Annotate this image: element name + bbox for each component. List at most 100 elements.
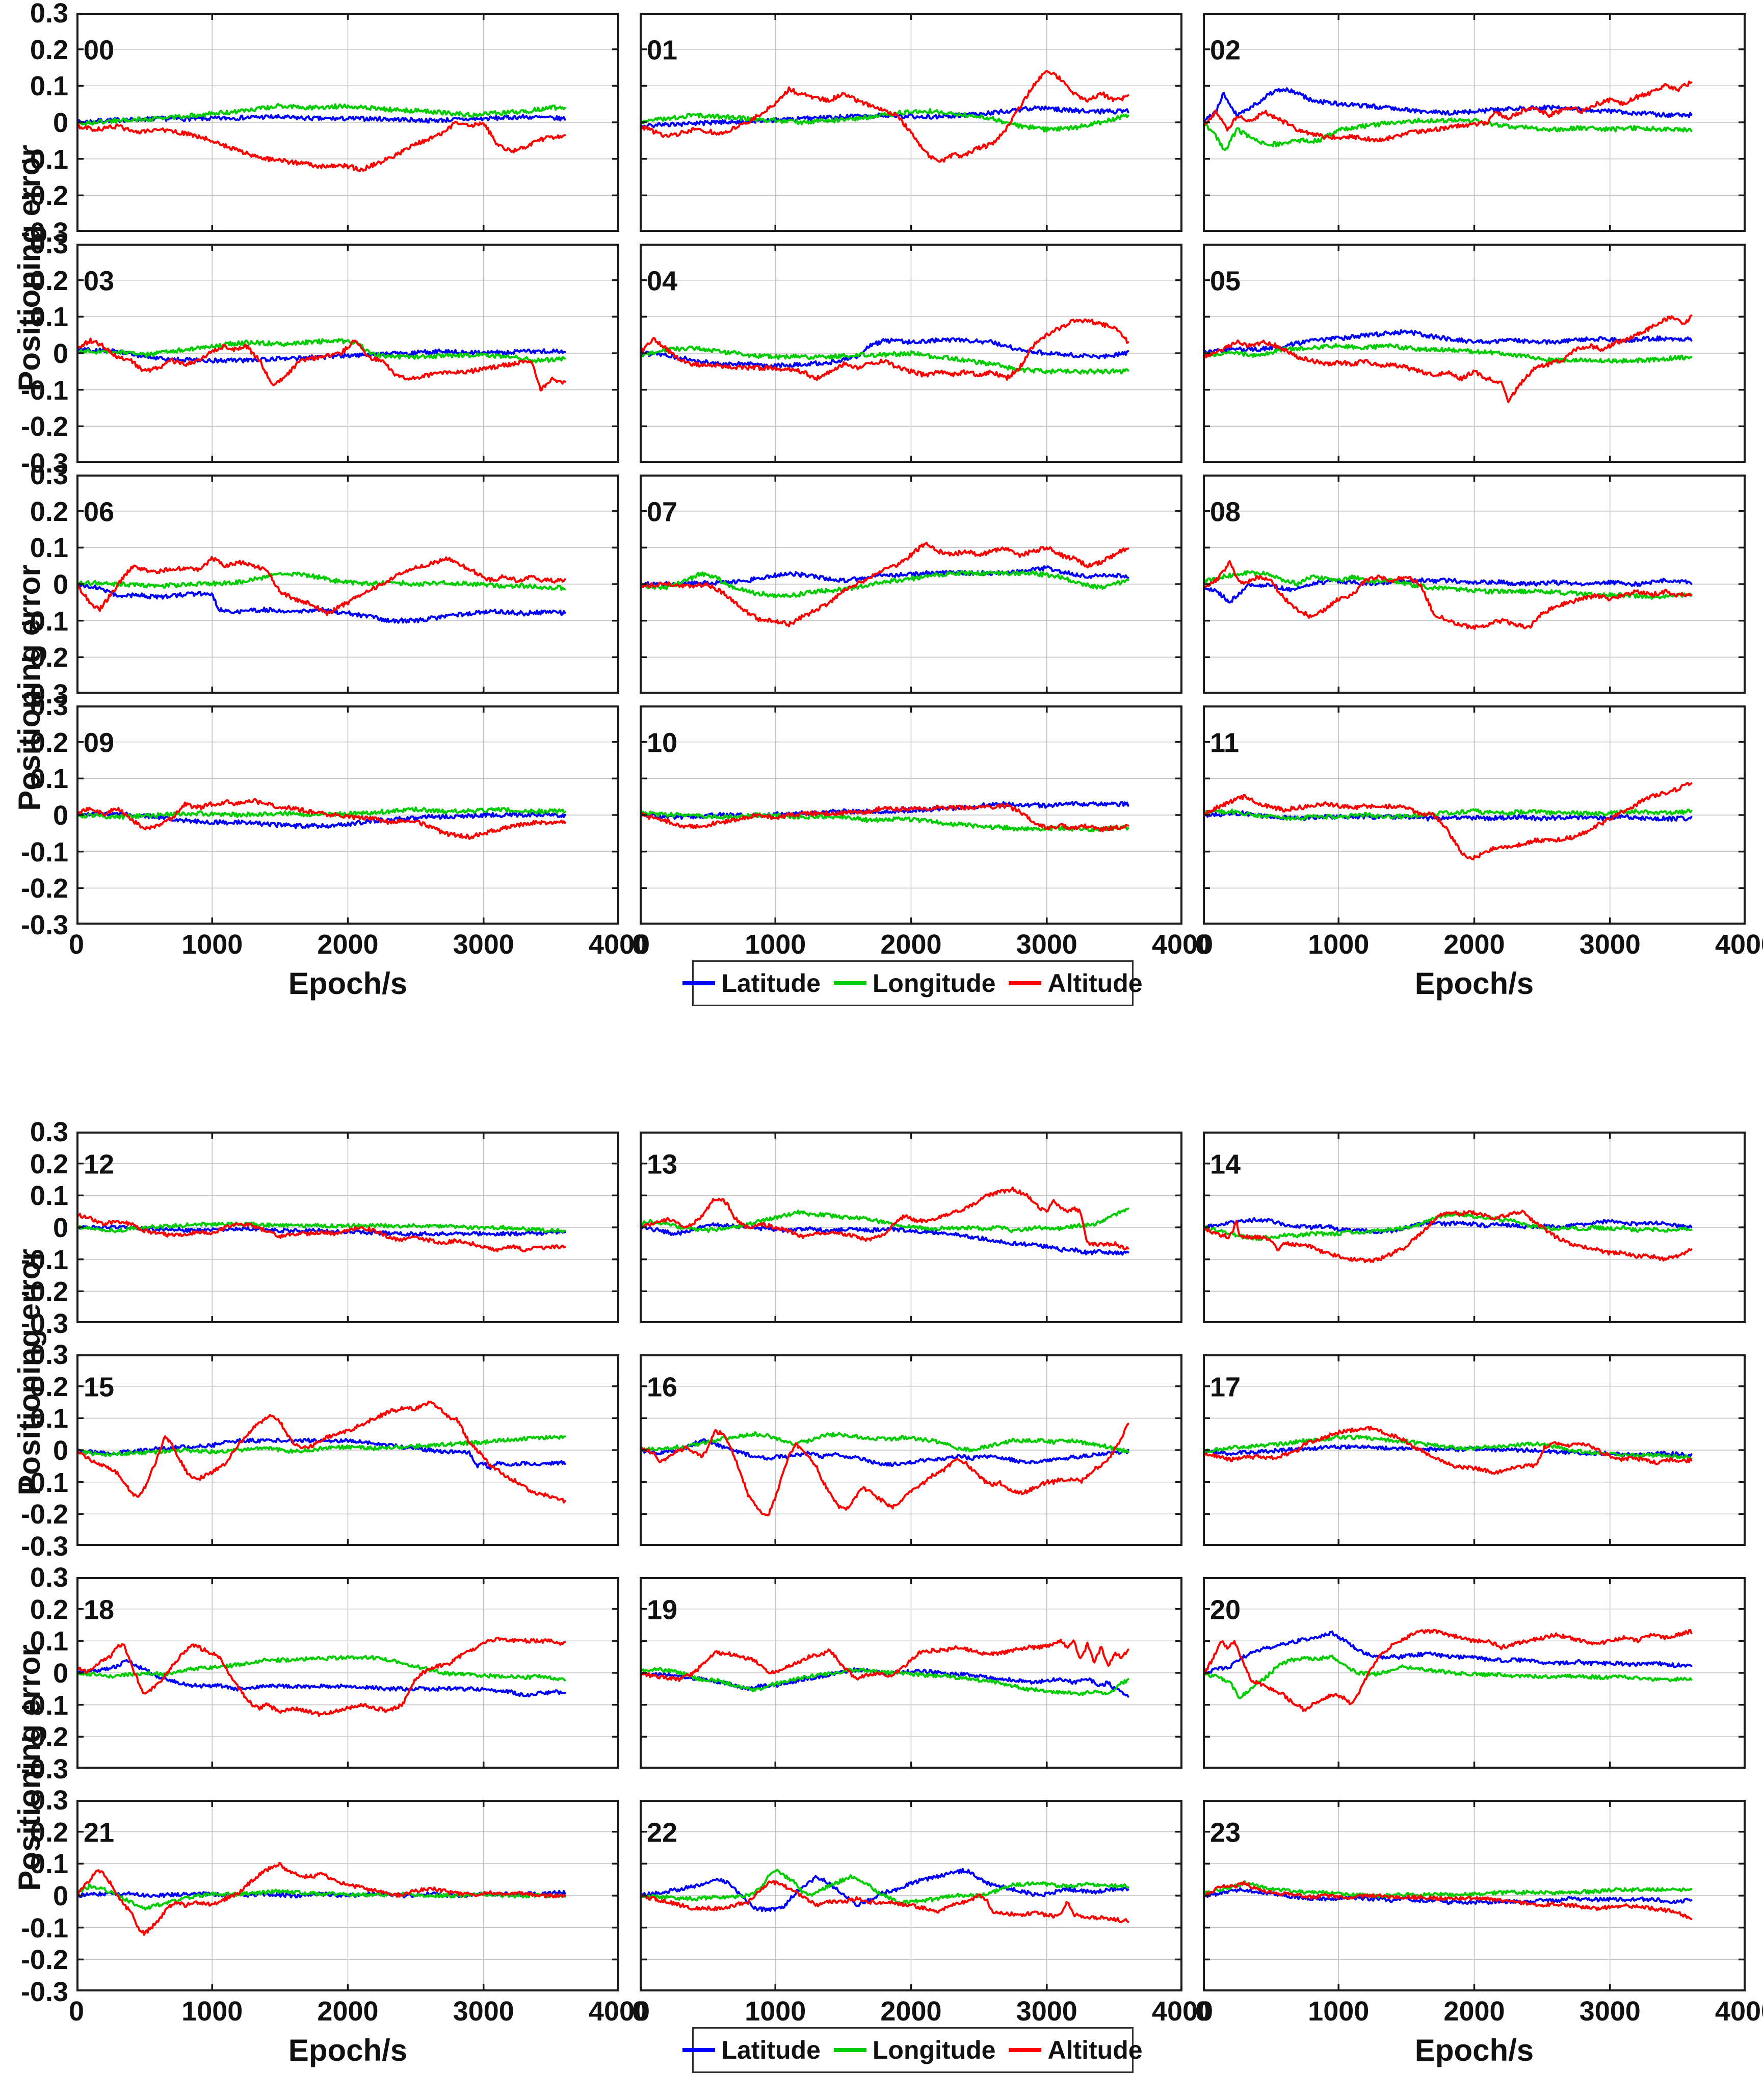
x-tick-label: 3000 bbox=[453, 1996, 514, 2027]
plot-area-19: 19 bbox=[640, 1577, 1182, 1769]
series-altitude-01 bbox=[640, 69, 1129, 163]
plot-area-23: 23 bbox=[1203, 1800, 1746, 1991]
plot-area-13: 13 bbox=[640, 1132, 1182, 1323]
y-tick-label: 0 bbox=[52, 800, 68, 831]
x-tick-label: 1000 bbox=[745, 1996, 806, 2027]
y-tick-label: -0.3 bbox=[20, 217, 68, 248]
plot-area-07: 07 bbox=[640, 475, 1182, 694]
subplot-11: 11 bbox=[1203, 705, 1746, 925]
plot-area-03: 03 bbox=[76, 244, 619, 463]
y-tick-label: -0.1 bbox=[20, 375, 68, 406]
legend-line-icon-longitude bbox=[833, 981, 866, 985]
series-longitude-12 bbox=[76, 1221, 566, 1233]
legend-item-latitude: Latitude bbox=[682, 2036, 821, 2064]
series-altitude-05 bbox=[1203, 314, 1693, 403]
series-longitude-17 bbox=[1203, 1434, 1693, 1460]
subplot-00: 00 bbox=[76, 13, 619, 232]
series-altitude-06 bbox=[76, 556, 566, 616]
legend-box-2: Latitude Longitude Altitude bbox=[682, 2027, 1143, 2073]
series-altitude-17 bbox=[1203, 1426, 1693, 1475]
subplot-19: 19 bbox=[640, 1577, 1182, 1769]
series-altitude-04 bbox=[640, 318, 1129, 381]
legend-label-longitude: Longitude bbox=[872, 969, 996, 998]
legend-label-latitude: Latitude bbox=[721, 2036, 821, 2064]
y-tick-label: 0.2 bbox=[30, 496, 68, 527]
y-tick-label: 0 bbox=[52, 1435, 68, 1466]
x-tick-label: 0 bbox=[1195, 929, 1211, 960]
y-axis-label: Positioning error bbox=[12, 145, 46, 391]
y-tick-label: 0.1 bbox=[30, 1403, 68, 1434]
plot-area-18: 18 bbox=[76, 1577, 619, 1769]
series-longitude-06 bbox=[76, 571, 566, 591]
y-tick-label: -0.2 bbox=[20, 180, 68, 212]
panel-label-02: 02 bbox=[1210, 35, 1241, 66]
series-latitude-14 bbox=[1203, 1217, 1693, 1235]
subplot-16: 16 bbox=[640, 1354, 1182, 1546]
series-latitude-08 bbox=[1203, 577, 1693, 604]
series-altitude-15 bbox=[76, 1400, 566, 1504]
series-altitude-16 bbox=[640, 1423, 1129, 1517]
subplot-05: 05 bbox=[1203, 244, 1746, 463]
y-tick-label: 0.3 bbox=[30, 229, 68, 259]
y-tick-label: -0.1 bbox=[20, 1467, 68, 1498]
panel-label-16: 16 bbox=[647, 1372, 677, 1403]
plot-area-21: 21 bbox=[76, 1800, 619, 1991]
y-tick-label: -0.2 bbox=[20, 1276, 68, 1307]
subplot-02: 02 bbox=[1203, 13, 1746, 232]
x-tick-label: 4000 bbox=[1715, 1996, 1763, 2027]
subplot-09: 09 bbox=[76, 705, 619, 925]
y-tick-label: 0.1 bbox=[30, 764, 68, 795]
panel-label-15: 15 bbox=[84, 1372, 114, 1403]
y-tick-label: 0.2 bbox=[30, 727, 68, 758]
y-tick-label: 0.1 bbox=[30, 71, 68, 102]
x-tick-label: 4000 bbox=[588, 1996, 650, 2027]
y-tick-label: 0 bbox=[52, 1658, 68, 1689]
y-axis-label: Positioning error bbox=[12, 564, 46, 811]
legend-item-longitude: Longitude bbox=[833, 969, 996, 998]
panel-label-06: 06 bbox=[84, 497, 114, 528]
legend-item-latitude: Latitude bbox=[682, 970, 821, 996]
subplot-13: 13 bbox=[640, 1132, 1182, 1323]
subplot-21: 21 bbox=[76, 1800, 619, 1991]
y-tick-label: 0.3 bbox=[30, 1340, 68, 1370]
x-tick-label: 1000 bbox=[181, 1996, 243, 2027]
y-tick-label: 0.3 bbox=[30, 0, 68, 29]
y-tick-label: 0.2 bbox=[30, 265, 68, 296]
x-tick-label: 0 bbox=[1195, 1996, 1211, 2027]
x-tick-label: 2000 bbox=[880, 929, 942, 960]
series-longitude-23 bbox=[1203, 1880, 1693, 1899]
y-tick-label: -0.3 bbox=[20, 1531, 68, 1562]
legend-box-1: Latitude Longitude Altitude bbox=[682, 960, 1143, 1006]
series-latitude-16 bbox=[640, 1438, 1129, 1467]
plot-area-04: 04 bbox=[640, 244, 1182, 463]
series-altitude-00 bbox=[76, 120, 566, 172]
panel-label-23: 23 bbox=[1210, 1818, 1241, 1848]
y-tick-label: -0.2 bbox=[20, 1499, 68, 1530]
panel-label-14: 14 bbox=[1210, 1149, 1241, 1180]
legend-line-icon-latitude bbox=[682, 981, 716, 985]
series-altitude-02 bbox=[1203, 81, 1693, 143]
y-tick-label: 0.3 bbox=[30, 1117, 68, 1147]
series-longitude-00 bbox=[76, 103, 566, 126]
subplot-18: 18 bbox=[76, 1577, 619, 1769]
series-altitude-21 bbox=[76, 1861, 566, 1936]
series-altitude-19 bbox=[640, 1638, 1129, 1682]
panel-label-04: 04 bbox=[647, 266, 677, 297]
x-axis-label: Epoch/s bbox=[288, 2033, 408, 2067]
subplot-14: 14 bbox=[1203, 1132, 1746, 1323]
panel-label-11: 11 bbox=[1210, 728, 1239, 758]
legend-label-longitude: Longitude bbox=[872, 2036, 996, 2064]
x-tick-label: 3000 bbox=[1579, 929, 1641, 960]
y-tick-label: -0.3 bbox=[20, 679, 68, 710]
series-longitude-11 bbox=[1203, 808, 1693, 821]
y-tick-label: -0.3 bbox=[20, 1754, 68, 1784]
y-tick-label: 0.2 bbox=[30, 1371, 68, 1402]
x-axis-label: Epoch/s bbox=[1414, 966, 1534, 1001]
plot-area-09: 09 bbox=[76, 705, 619, 925]
panel-label-05: 05 bbox=[1210, 266, 1241, 297]
y-tick-label: -0.3 bbox=[20, 910, 68, 940]
x-axis-label: Epoch/s bbox=[1414, 2033, 1534, 2067]
legend-line-icon-altitude bbox=[1009, 2048, 1042, 2052]
plot-area-01: 01 bbox=[640, 13, 1182, 232]
y-tick-label: -0.2 bbox=[20, 642, 68, 673]
